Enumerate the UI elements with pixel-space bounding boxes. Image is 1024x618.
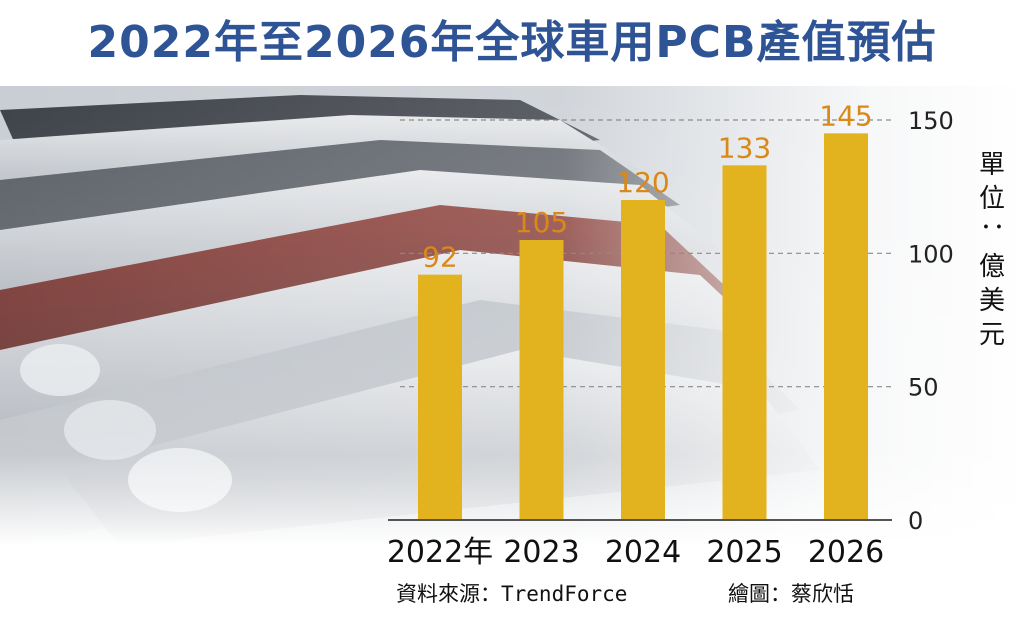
- category-label: 2025: [706, 535, 782, 570]
- y-tick-label: 100: [908, 240, 954, 268]
- category-label: 2026: [808, 535, 884, 570]
- category-label: 2022年: [387, 535, 493, 570]
- credit-note: 繪圖：蔡欣恬: [728, 582, 854, 606]
- value-label: 145: [819, 99, 872, 132]
- y-axis-ticks: 0 50 100 150: [908, 107, 954, 535]
- bar: [418, 274, 462, 520]
- y-tick-label: 50: [908, 374, 939, 402]
- unit-label: 單位：億美元: [977, 150, 1007, 350]
- value-labels: 92 105 120 133 145: [422, 99, 873, 273]
- category-label: 2023: [503, 535, 579, 570]
- category-label: 2024: [605, 535, 681, 570]
- value-label: 92: [422, 241, 458, 274]
- value-label: 105: [515, 206, 568, 239]
- bars: [418, 133, 868, 521]
- chart-title: 2022年至2026年全球車用PCB產值預估: [87, 17, 937, 68]
- y-tick-label: 150: [908, 107, 954, 135]
- x-axis-categories: 2022年 2023 2024 2025 2026: [387, 535, 884, 570]
- bar: [722, 165, 767, 521]
- bar: [824, 133, 868, 521]
- source-note: 資料來源：TrendForce: [396, 582, 628, 606]
- y-tick-label: 0: [908, 507, 923, 535]
- value-label: 133: [718, 131, 771, 164]
- bar: [519, 240, 564, 520]
- bar: [621, 200, 665, 520]
- value-label: 120: [616, 166, 669, 199]
